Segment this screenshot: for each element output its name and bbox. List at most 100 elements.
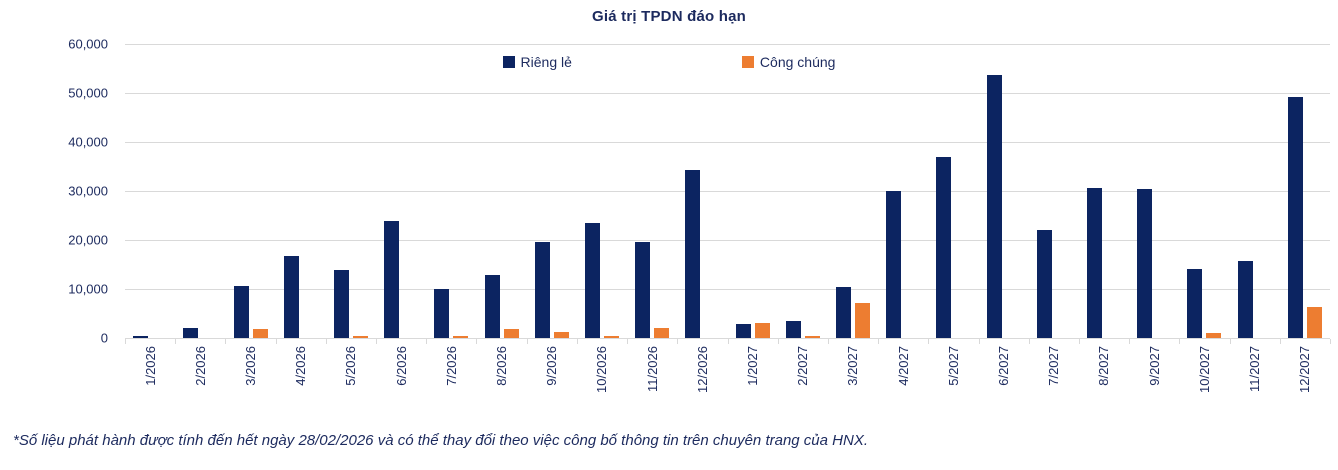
x-axis-tick <box>376 339 378 344</box>
bar-cong-chung <box>603 335 619 338</box>
gridline <box>125 191 1330 192</box>
category-slot <box>125 44 175 338</box>
x-axis-tick <box>1330 339 1331 344</box>
bar-rieng-le <box>333 269 349 338</box>
x-axis-tick <box>1279 339 1281 344</box>
x-axis-labels: 1/2026 2/2026 3/2026 4/2026 5/2026 6/2026 7/20… <box>125 346 1330 414</box>
x-label-slot: 1/2027 <box>727 346 777 414</box>
x-axis-tick <box>576 339 578 344</box>
x-label-slot: 10/2027 <box>1179 346 1229 414</box>
category-slot <box>1129 44 1179 338</box>
x-axis-tick-label: 8/2026 <box>494 346 510 386</box>
x-label-slot: 3/2026 <box>225 346 275 414</box>
bar-cong-chung <box>654 328 670 338</box>
x-axis-tick-label: 11/2027 <box>1247 346 1263 393</box>
bar-rieng-le <box>283 256 299 338</box>
x-axis-tick-label: 3/2026 <box>243 346 258 386</box>
legend-label-cong-chung: Công chúng <box>759 54 836 70</box>
x-axis-tick <box>727 339 729 344</box>
x-axis-tick <box>526 339 528 344</box>
gridline <box>125 240 1330 241</box>
x-axis-tick <box>1028 339 1030 344</box>
x-axis-tick <box>225 339 227 344</box>
category-slot <box>225 44 275 338</box>
x-axis-tick-label: 12/2027 <box>1297 346 1313 393</box>
x-label-slot: 4/2027 <box>878 346 928 414</box>
bar-cong-chung <box>804 336 820 338</box>
category-slot <box>476 44 526 338</box>
x-axis-tick <box>878 339 880 344</box>
bar-rieng-le <box>384 221 400 338</box>
category-slot <box>1079 44 1129 338</box>
x-axis-tick-label: 3/2027 <box>845 346 861 386</box>
x-label-slot: 5/2026 <box>326 346 376 414</box>
x-axis-tick <box>125 339 126 344</box>
category-slot <box>175 44 225 338</box>
plot-area <box>125 44 1330 339</box>
x-label-slot: 8/2026 <box>476 346 526 414</box>
bar-cong-chung <box>352 336 368 338</box>
bar-rieng-le <box>534 241 550 338</box>
bar-cong-chung <box>453 336 469 338</box>
x-label-slot: 8/2027 <box>1079 346 1129 414</box>
y-axis-tick-label: 20,000 <box>68 232 108 248</box>
bar-cong-chung <box>1306 307 1322 338</box>
x-axis-tick <box>677 339 679 344</box>
legend-label-rieng-le: Riêng lẻ <box>520 54 572 70</box>
y-axis-tick-label: 0 <box>100 330 108 346</box>
category-slot <box>527 44 577 338</box>
category-slot <box>978 44 1028 338</box>
bar-rieng-le <box>1287 97 1303 338</box>
gridline <box>125 93 1330 94</box>
x-axis-ticks <box>125 339 1331 344</box>
x-axis-tick-label: 6/2027 <box>996 346 1012 386</box>
x-axis-tick <box>627 339 629 344</box>
bar-rieng-le <box>886 191 902 338</box>
category-slot <box>326 44 376 338</box>
x-axis-tick-label: 12/2026 <box>694 346 710 393</box>
x-label-slot: 10/2026 <box>577 346 627 414</box>
bar-slots <box>125 44 1330 338</box>
bar-rieng-le <box>1137 189 1153 338</box>
x-axis-tick <box>978 339 980 344</box>
y-axis: 0 10,000 20,000 30,000 40,000 50,000 60,000 <box>0 37 118 346</box>
bar-rieng-le <box>133 335 149 338</box>
bar-rieng-le <box>635 242 651 338</box>
x-axis-tick-label: 4/2027 <box>895 346 911 386</box>
x-axis-tick-label: 9/2026 <box>544 346 560 386</box>
category-slot <box>1029 44 1079 338</box>
category-slot <box>577 44 627 338</box>
x-axis-tick-label: 8/2027 <box>1096 346 1112 386</box>
x-axis-tick-label: 4/2026 <box>293 346 309 386</box>
x-axis-tick <box>1129 339 1131 344</box>
gridline <box>125 44 1330 45</box>
category-slot <box>878 44 928 338</box>
category-slot <box>276 44 326 338</box>
x-axis-tick <box>325 339 327 344</box>
x-axis-tick <box>1229 339 1231 344</box>
gridline <box>125 289 1330 290</box>
y-axis-tick-label: 50,000 <box>68 85 108 101</box>
category-slot <box>928 44 978 338</box>
y-axis-tick-label: 30,000 <box>68 183 108 199</box>
bar-cong-chung <box>1206 333 1222 338</box>
x-axis-tick <box>928 339 930 344</box>
x-axis-tick <box>426 339 428 344</box>
category-slot <box>627 44 677 338</box>
x-label-slot: 9/2026 <box>527 346 577 414</box>
bar-rieng-le <box>685 170 701 338</box>
x-axis-tick-label: 1/2027 <box>745 346 761 386</box>
category-slot <box>426 44 476 338</box>
gridline <box>125 142 1330 143</box>
x-label-slot: 2/2027 <box>778 346 828 414</box>
x-label-slot: 11/2026 <box>627 346 677 414</box>
x-label-slot: 12/2026 <box>677 346 727 414</box>
bar-rieng-le <box>1187 268 1203 338</box>
x-axis-tick <box>1179 339 1181 344</box>
x-axis: 1/2026 2/2026 3/2026 4/2026 5/2026 6/2026 7/20… <box>125 339 1331 414</box>
x-axis-tick-label: 11/2026 <box>644 346 660 393</box>
category-slot <box>1229 44 1279 338</box>
category-slot <box>828 44 878 338</box>
bar-rieng-le <box>1086 188 1102 338</box>
bar-cong-chung <box>503 328 519 338</box>
